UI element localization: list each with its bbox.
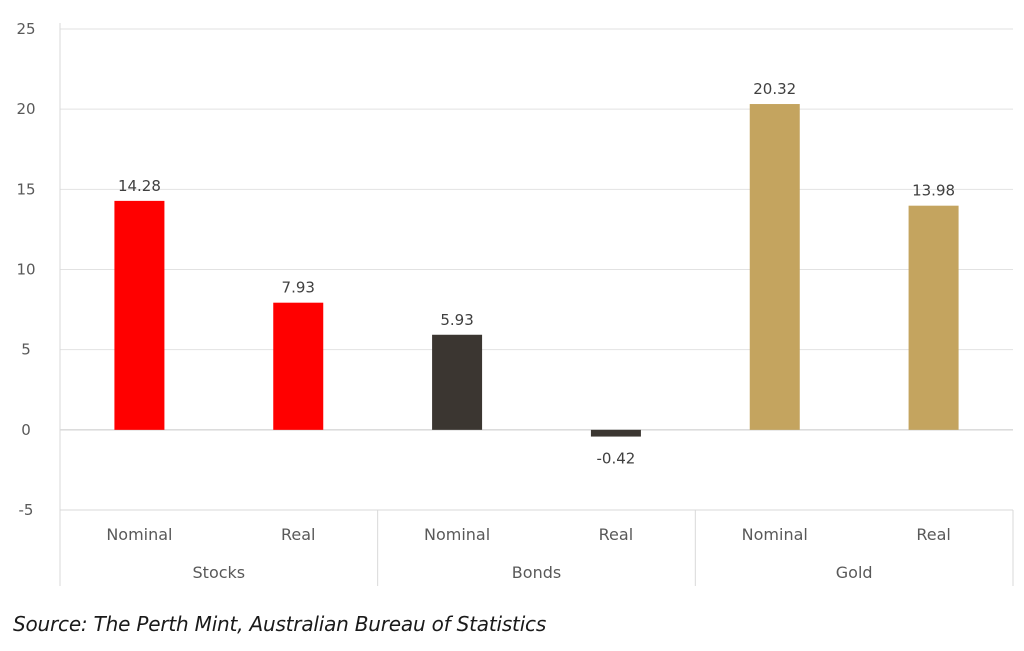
y-tick-label: 0 (21, 421, 31, 439)
data-labels: 14.28 7.93 5.93 -0.42 20.32 13.98 (118, 80, 955, 468)
source-caption: Source: The Perth Mint, Australian Burea… (13, 612, 547, 636)
y-tick-label: 25 (16, 20, 35, 38)
bar-bonds-nominal (432, 334, 483, 430)
y-tick-label: 20 (16, 100, 35, 118)
bar-bonds-real (590, 429, 641, 437)
x-group-label: Gold (836, 563, 873, 582)
bar-stocks-nominal (114, 200, 165, 430)
category-axis-labels: Nominal Real Stocks Nominal Real Bonds Nominal… (106, 525, 951, 582)
data-label: 14.28 (118, 177, 161, 195)
x-category-label: Real (916, 525, 951, 544)
bars (114, 104, 959, 437)
x-category-label: Nominal (424, 525, 490, 544)
x-group-label: Stocks (193, 563, 246, 582)
bar-stocks-real (273, 302, 324, 430)
y-tick-label: 10 (16, 261, 35, 279)
data-label: -0.42 (597, 450, 636, 468)
data-label: 5.93 (440, 311, 473, 329)
x-category-label: Real (281, 525, 316, 544)
data-label: 7.93 (282, 279, 315, 297)
x-group-label: Bonds (512, 563, 561, 582)
x-category-label: Nominal (742, 525, 808, 544)
data-label: 13.98 (912, 182, 955, 200)
axes: 25 20 15 10 5 0 -5 (16, 20, 1014, 586)
x-category-label: Real (599, 525, 634, 544)
bar-gold-real (908, 205, 959, 430)
bar-chart: 25 20 15 10 5 0 -5 14.28 7.93 5.93 -0.42 20.32 13.9… (16, 20, 1014, 586)
y-tick-label: -5 (19, 501, 34, 519)
data-label: 20.32 (753, 80, 796, 98)
y-tick-label: 5 (21, 341, 31, 359)
gridlines (60, 28, 1013, 511)
y-tick-label: 15 (16, 180, 35, 198)
bar-gold-nominal (749, 104, 800, 430)
x-category-label: Nominal (106, 525, 172, 544)
